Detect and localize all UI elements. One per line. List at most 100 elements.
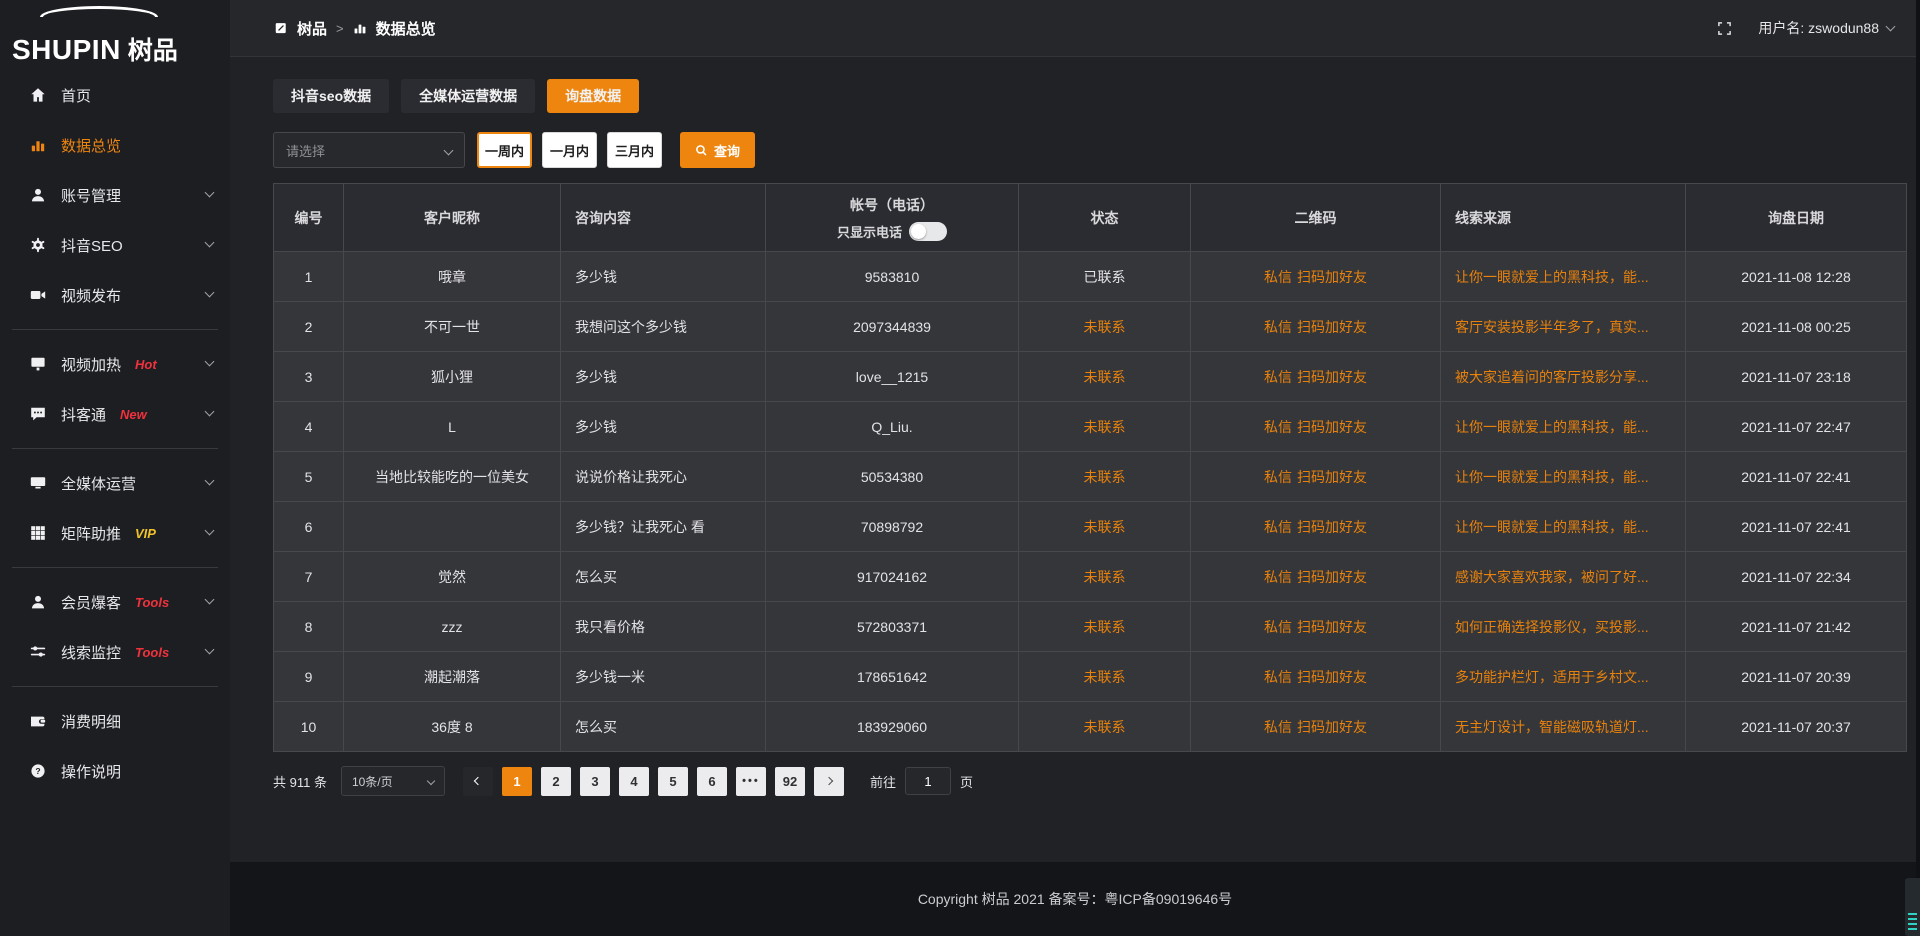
sidebar-item-member-baoke[interactable]: 会员爆客 Tools	[0, 577, 230, 627]
range-button-month[interactable]: 一月内	[542, 132, 598, 168]
source-link[interactable]: 让你一眼就爱上的黑科技，能...	[1455, 518, 1649, 535]
qrcode-link[interactable]: 扫码加好友	[1297, 568, 1367, 585]
page-button-6[interactable]: 6	[696, 766, 727, 796]
qrcode-link[interactable]: 私信	[1264, 568, 1292, 585]
source-link[interactable]: 让你一眼就爱上的黑科技，能...	[1455, 418, 1649, 435]
filter-select[interactable]: 请选择	[273, 132, 465, 168]
source-link[interactable]: 被大家追着问的客厅投影分享...	[1455, 368, 1649, 385]
scrollbar[interactable]	[1916, 0, 1920, 936]
qrcode-link[interactable]: 私信	[1264, 318, 1292, 335]
cell-no: 4	[273, 401, 344, 452]
screen-icon	[30, 356, 48, 372]
sidebar-item-account-management[interactable]: 账号管理	[0, 170, 230, 220]
col-header-no: 编号	[273, 183, 344, 252]
source-link[interactable]: 感谢大家喜欢我家，被问了好...	[1455, 568, 1649, 585]
page-size-select[interactable]: 10条/页	[340, 766, 445, 796]
qrcode-link[interactable]: 私信	[1264, 268, 1292, 285]
chevron-down-icon	[204, 237, 215, 248]
sidebar-item-data-overview[interactable]: 数据总览	[0, 120, 230, 170]
qrcode-link[interactable]: 扫码加好友	[1297, 518, 1367, 535]
search-button[interactable]: 查询	[680, 132, 756, 168]
sidebar-item-badge: New	[120, 406, 147, 422]
qrcode-link[interactable]: 私信	[1264, 418, 1292, 435]
qrcode-link[interactable]: 私信	[1264, 618, 1292, 635]
cell-content: 多少钱？让我死心 看	[560, 501, 766, 552]
qrcode-link[interactable]: 扫码加好友	[1297, 668, 1367, 685]
sidebar-item-video-publish[interactable]: 视频发布	[0, 270, 230, 320]
user-icon	[30, 594, 48, 610]
range-button-quarter[interactable]: 三月内	[607, 132, 663, 168]
cell-content: 我只看价格	[560, 601, 766, 652]
qrcode-link[interactable]: 私信	[1264, 718, 1292, 735]
corner-widget[interactable]	[1905, 878, 1920, 936]
page-button-2[interactable]: 2	[540, 766, 571, 796]
sidebar-item-label: 数据总览	[61, 137, 122, 155]
user-menu[interactable]: 用户名: zswodun88	[1758, 18, 1896, 38]
range-button-week[interactable]: 一周内	[477, 132, 533, 168]
source-link[interactable]: 无主灯设计，智能磁吸轨道灯...	[1455, 718, 1649, 735]
sidebar-item-home[interactable]: 首页	[0, 70, 230, 120]
qrcode-link[interactable]: 私信	[1264, 468, 1292, 485]
source-link[interactable]: 让你一眼就爱上的黑科技，能...	[1455, 268, 1649, 285]
cell-nickname: 狐小狸	[343, 351, 561, 402]
status-badge: 未联系	[1083, 368, 1126, 385]
cell-qrcode: 私信 扫码加好友	[1190, 501, 1441, 552]
table-row: 5 当地比较能吃的一位美女 说说价格让我死心 50534380 未联系 私信 扫码加好友 让你…	[273, 451, 1907, 502]
sidebar-item-douketong[interactable]: 抖客通 New	[0, 389, 230, 439]
cell-nickname: 不可一世	[343, 301, 561, 352]
cell-account: Q_Liu.	[765, 401, 1019, 452]
sidebar-item-lead-monitor[interactable]: 线索监控 Tools	[0, 627, 230, 677]
cell-no: 10	[273, 701, 344, 752]
qrcode-link[interactable]: 扫码加好友	[1297, 368, 1367, 385]
page-button-5[interactable]: 5	[657, 766, 688, 796]
qrcode-link[interactable]: 扫码加好友	[1297, 468, 1367, 485]
cell-account: 70898792	[765, 501, 1019, 552]
cell-date: 2021-11-07 23:18	[1685, 351, 1907, 402]
page-button-3[interactable]: 3	[579, 766, 610, 796]
goto-page-input[interactable]	[904, 767, 951, 795]
breadcrumb-root[interactable]: 树品	[297, 20, 328, 38]
qrcode-link[interactable]: 扫码加好友	[1297, 268, 1367, 285]
sidebar-item-matrix-boost[interactable]: 矩阵助推 VIP	[0, 508, 230, 558]
qrcode-link[interactable]: 扫码加好友	[1297, 418, 1367, 435]
fullscreen-icon[interactable]	[1717, 21, 1732, 36]
sidebar-divider	[12, 448, 218, 449]
prev-page-button[interactable]	[462, 766, 493, 796]
phone-only-toggle[interactable]	[909, 221, 947, 241]
next-page-button[interactable]	[813, 766, 844, 796]
qrcode-link[interactable]: 私信	[1264, 518, 1292, 535]
cell-nickname	[343, 501, 561, 552]
cell-source: 多功能护栏灯，适用于乡村文...	[1440, 651, 1686, 702]
source-link[interactable]: 如何正确选择投影仪，买投影...	[1455, 618, 1649, 635]
tab-douyin-seo-data[interactable]: 抖音seo数据	[273, 79, 390, 113]
qrcode-link[interactable]: 私信	[1264, 368, 1292, 385]
page-button-1[interactable]: 1	[501, 766, 532, 796]
sidebar-item-video-heating[interactable]: 视频加热 Hot	[0, 339, 230, 389]
tab-omni-media-data[interactable]: 全媒体运营数据	[401, 79, 536, 113]
source-link[interactable]: 让你一眼就爱上的黑科技，能...	[1455, 468, 1649, 485]
chevron-down-icon	[204, 287, 215, 298]
status-badge: 未联系	[1083, 618, 1126, 635]
source-link[interactable]: 客厅安装投影半年多了，真实...	[1455, 318, 1649, 335]
qrcode-link[interactable]: 扫码加好友	[1297, 618, 1367, 635]
qrcode-link[interactable]: 私信	[1264, 668, 1292, 685]
source-link[interactable]: 多功能护栏灯，适用于乡村文...	[1455, 668, 1649, 685]
app-logo[interactable]: SHUPIN 树品	[0, 0, 230, 64]
page-button-4[interactable]: 4	[618, 766, 649, 796]
status-badge: 未联系	[1083, 518, 1126, 535]
cell-no: 3	[273, 351, 344, 402]
sidebar-item-operation-guide[interactable]: ? 操作说明	[0, 746, 230, 796]
tab-inquiry-data[interactable]: 询盘数据	[547, 79, 640, 113]
cell-source: 客厅安装投影半年多了，真实...	[1440, 301, 1686, 352]
sidebar-item-douyin-seo[interactable]: 抖音SEO	[0, 220, 230, 270]
sidebar-item-omni-media[interactable]: 全媒体运营	[0, 458, 230, 508]
cell-nickname: 哦章	[343, 251, 561, 302]
sidebar-item-consumption-detail[interactable]: 消费明细	[0, 696, 230, 746]
pagination-ellipsis[interactable]: •••	[735, 766, 766, 796]
chevron-right-icon	[824, 776, 834, 786]
qrcode-link[interactable]: 扫码加好友	[1297, 718, 1367, 735]
page-button-92[interactable]: 92	[774, 766, 805, 796]
qrcode-link[interactable]: 扫码加好友	[1297, 318, 1367, 335]
goto-label: 前往	[869, 774, 896, 790]
